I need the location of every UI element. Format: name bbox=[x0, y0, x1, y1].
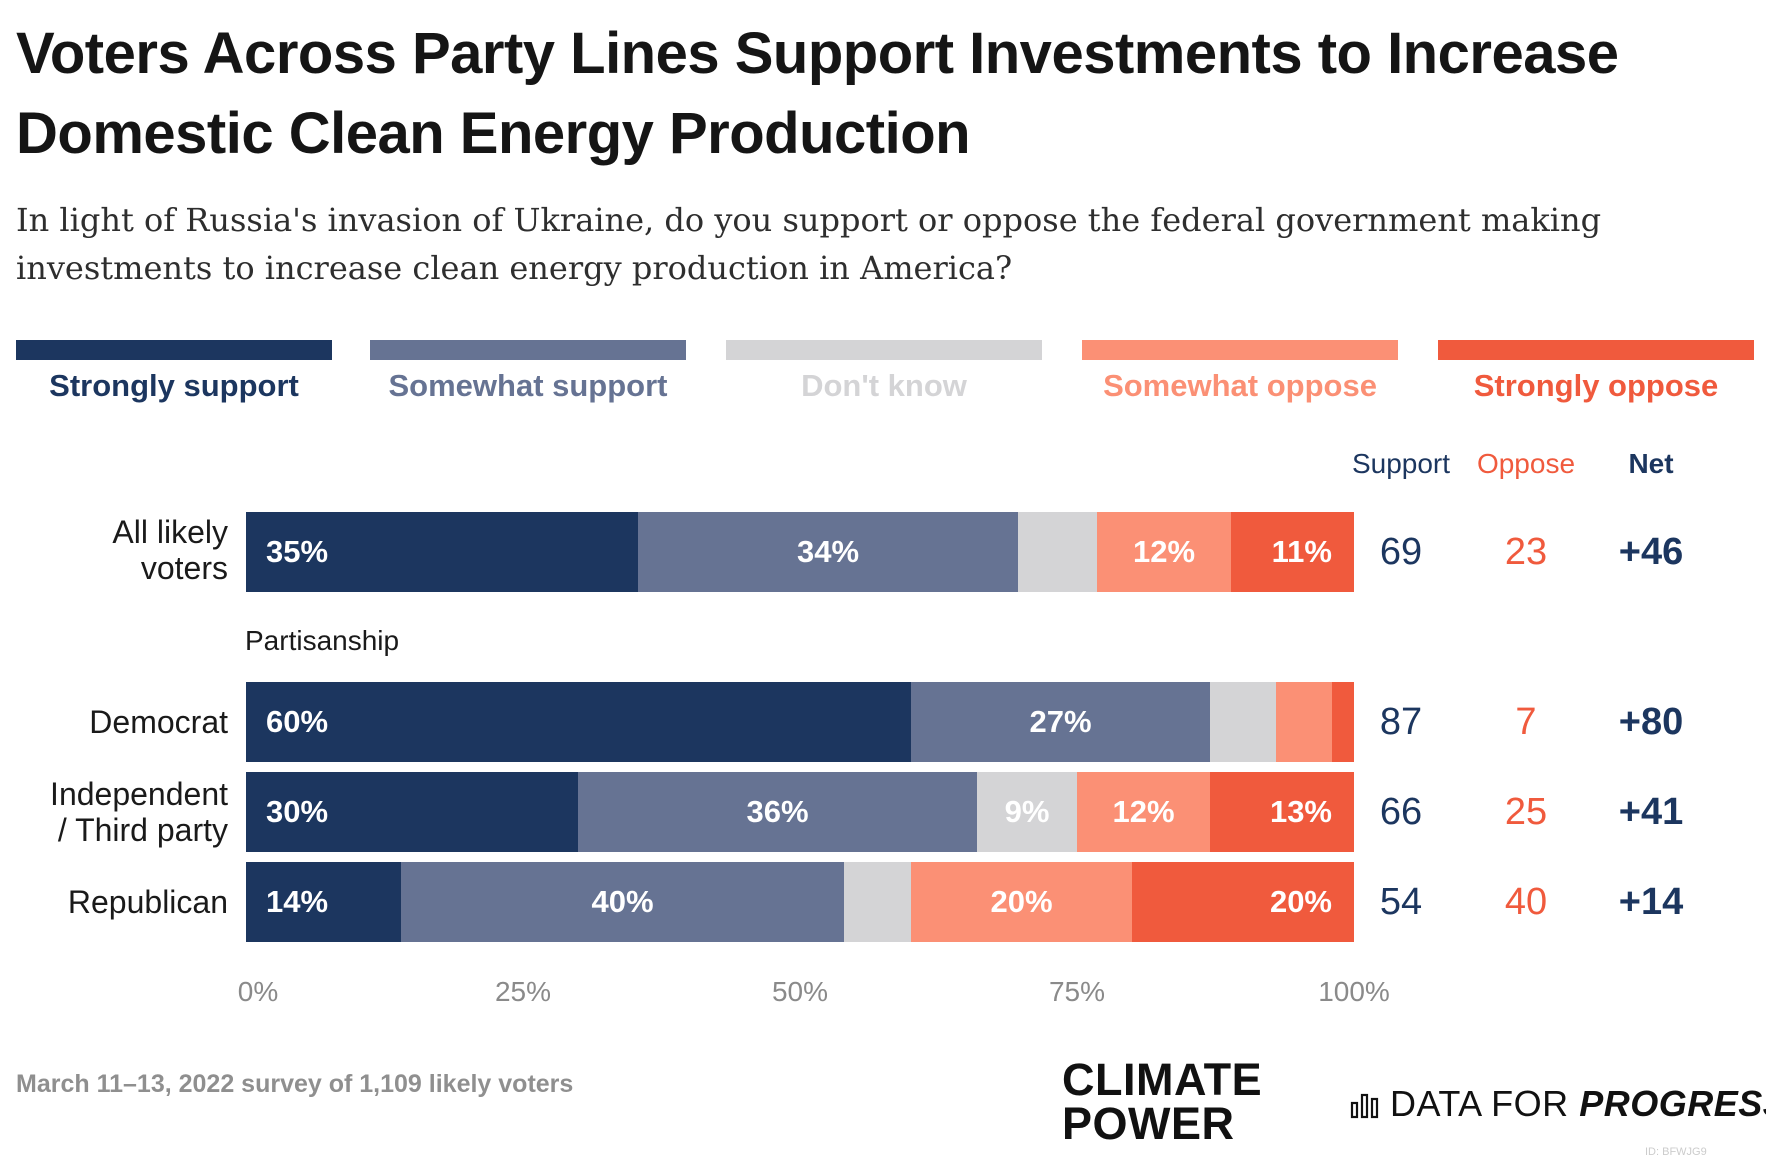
bar-segment bbox=[638, 512, 1018, 592]
bar-segment bbox=[1332, 682, 1354, 762]
legend-swatch bbox=[16, 340, 332, 360]
oppose-value: 7 bbox=[1515, 701, 1537, 743]
row-label-line: / Third party bbox=[57, 812, 228, 848]
bar-segment bbox=[1210, 772, 1354, 852]
legend-label: Somewhat support bbox=[388, 368, 668, 403]
bar-segment bbox=[246, 862, 401, 942]
x-tick-label: 75% bbox=[1048, 976, 1106, 1007]
bar-segment-label: 14% bbox=[266, 884, 329, 919]
row-label-line: Independent bbox=[50, 776, 228, 812]
row-label-line: All likely bbox=[112, 514, 228, 550]
bar-segment bbox=[246, 772, 578, 852]
bar-segment-label: 60% bbox=[266, 704, 329, 739]
bar-segment-label: 9% bbox=[1004, 794, 1050, 829]
row-label-all-likely-voters: All likely voters bbox=[10, 514, 228, 586]
wordmark-bold: PROGRESS bbox=[1579, 1083, 1766, 1124]
legend-swatch bbox=[726, 340, 1042, 360]
legend-label: Somewhat oppose bbox=[1103, 368, 1377, 403]
row-label-line: voters bbox=[140, 550, 228, 586]
row-label-independent: Independent / Third party bbox=[10, 776, 228, 848]
survey-footnote: March 11–13, 2022 survey of 1,109 likely… bbox=[16, 1070, 574, 1098]
bar-segment bbox=[1132, 862, 1354, 942]
bar-segment bbox=[578, 772, 977, 852]
x-tick-label: 50% bbox=[771, 976, 829, 1007]
legend-swatch bbox=[1438, 340, 1754, 360]
bar-segment bbox=[844, 862, 911, 942]
chart-id: ID: BFWJG9 bbox=[1645, 1146, 1707, 1158]
x-tick-label: 100% bbox=[1318, 976, 1390, 1007]
bar-segment bbox=[1018, 512, 1097, 592]
climate-power-logo-line: CLIMATE bbox=[1062, 1054, 1263, 1105]
section-label-partisanship: Partisanship bbox=[245, 625, 400, 656]
net-value: +14 bbox=[1618, 881, 1684, 923]
net-value: +41 bbox=[1618, 791, 1684, 833]
row-label-republican: Republican bbox=[67, 884, 228, 920]
support-value: 87 bbox=[1379, 701, 1423, 743]
bar-chart-icon bbox=[1350, 1093, 1379, 1119]
bar-segment-label: 30% bbox=[266, 794, 329, 829]
data-for-progress-logo: DATA FOR PROGRESS bbox=[1350, 1083, 1766, 1125]
x-tick-label: 25% bbox=[494, 976, 552, 1007]
legend-label: Strongly oppose bbox=[1473, 368, 1719, 403]
bar-segment bbox=[1231, 512, 1354, 592]
legend-item: Strongly support bbox=[16, 340, 332, 404]
bar-segment bbox=[977, 772, 1077, 852]
bar-segment bbox=[911, 682, 1210, 762]
bar-segment bbox=[246, 512, 638, 592]
stacked-bar: 60% 27% bbox=[246, 682, 1354, 762]
bar-segment-label: 36% bbox=[746, 794, 809, 829]
legend-label: Don't know bbox=[801, 368, 967, 403]
stacked-bar: 14% 40% 20% 20% bbox=[246, 862, 1354, 942]
legend-item: Strongly oppose bbox=[1438, 340, 1754, 404]
bar-segment-label: 12% bbox=[1132, 534, 1196, 569]
stacked-bar: 30% 36% 9% 12% 13% bbox=[246, 772, 1354, 852]
oppose-value: 23 bbox=[1504, 531, 1548, 573]
bar-segment bbox=[246, 682, 911, 762]
bar-segment-label: 40% bbox=[591, 884, 654, 919]
stacked-bar: 35% 34% 12% 11% bbox=[246, 512, 1354, 592]
climate-power-logo-line: POWER bbox=[1062, 1098, 1235, 1149]
bar-segment-label: 34% bbox=[796, 534, 860, 569]
x-tick-label: 0% bbox=[237, 976, 279, 1007]
net-value: +80 bbox=[1618, 701, 1684, 743]
legend-label: Strongly support bbox=[49, 368, 299, 403]
bar-segment bbox=[1077, 772, 1210, 852]
bar-segment-label: 35% bbox=[266, 534, 329, 569]
column-header-oppose: Oppose bbox=[1476, 448, 1576, 479]
bar-segment-label: 13% bbox=[1269, 794, 1332, 829]
wordmark-plain: DATA FOR bbox=[1390, 1083, 1580, 1124]
support-value: 69 bbox=[1379, 531, 1423, 573]
chart-subtitle: In light of Russia's invasion of Ukraine… bbox=[16, 201, 1602, 287]
oppose-value: 25 bbox=[1504, 791, 1548, 833]
data-for-progress-wordmark: DATA FOR PROGRESS bbox=[1390, 1083, 1766, 1125]
bar-segment-label: 27% bbox=[1029, 704, 1092, 739]
bar-segment-label: 11% bbox=[1271, 534, 1332, 569]
row-label-democrat: Democrat bbox=[89, 704, 228, 740]
legend-item: Somewhat support bbox=[370, 340, 686, 404]
legend-swatch bbox=[370, 340, 686, 360]
bar-segment-label: 12% bbox=[1112, 794, 1175, 829]
bar-segment bbox=[911, 862, 1132, 942]
column-header-support: Support bbox=[1351, 448, 1451, 479]
oppose-value: 40 bbox=[1504, 881, 1548, 923]
legend-swatch bbox=[1082, 340, 1398, 360]
column-header-net: Net bbox=[1628, 448, 1674, 479]
net-value: +46 bbox=[1618, 531, 1684, 573]
climate-power-logo: CLIMATE POWER bbox=[1062, 1054, 1263, 1149]
legend-item: Somewhat oppose bbox=[1082, 340, 1398, 404]
bar-segment bbox=[1276, 682, 1332, 762]
support-value: 66 bbox=[1379, 791, 1423, 833]
bar-segment bbox=[1097, 512, 1231, 592]
legend-item: Don't know bbox=[726, 340, 1042, 404]
chart-title: Voters Across Party Lines Support Invest… bbox=[16, 21, 1619, 166]
bar-segment bbox=[1210, 682, 1276, 762]
bar-segment bbox=[401, 862, 844, 942]
bar-segment-label: 20% bbox=[990, 884, 1053, 919]
support-value: 54 bbox=[1379, 881, 1423, 923]
bar-segment-label: 20% bbox=[1269, 884, 1332, 919]
